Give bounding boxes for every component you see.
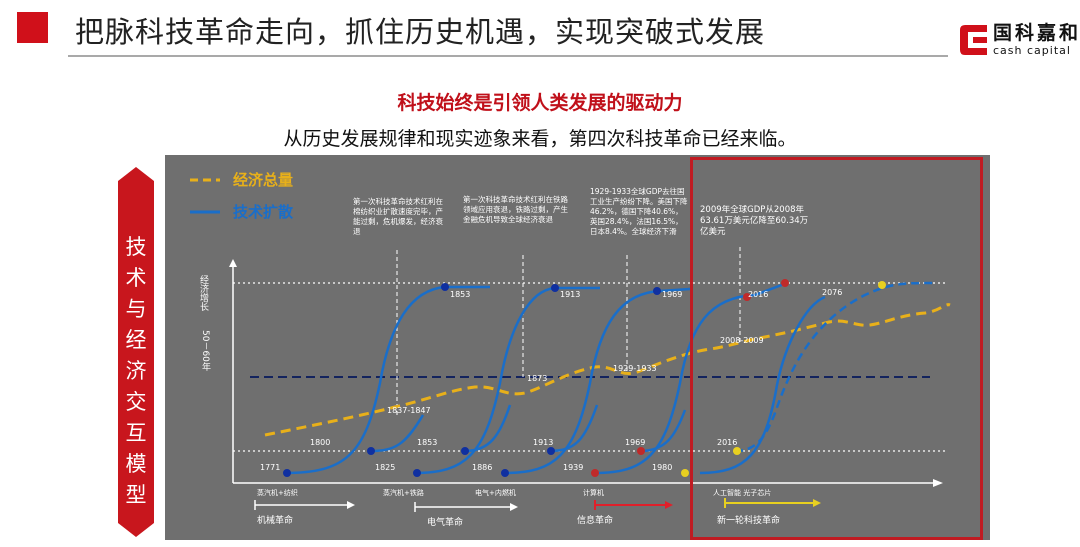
subtitle: 科技始终是引领人类发展的驱动力 [397,92,683,114]
brand-logo: 国科嘉和 cash capital [957,18,1080,62]
logo-chinese-name: 国科嘉和 [993,22,1080,44]
vertical-char: 与 [125,297,147,321]
economy-line [264,303,951,437]
revolution-label: 电气革命 [427,516,463,528]
top-year: 2016 [748,290,768,299]
tech-curve-4 [594,281,788,475]
header-accent-block [17,12,48,43]
mid-year: 1800 [310,438,330,447]
top-year: 1969 [662,290,682,299]
period-label: 1929-1933 [613,364,657,373]
bottom-year: 1886 [472,463,492,472]
vertical-char: 济 [125,359,147,383]
axis-item: 蒸汽机+纺织 [257,488,298,497]
y-axis-scale: 50－60年 [200,330,211,372]
tech-curve-1 [284,285,490,475]
annotation-depression: 1929-1933全球GDP去往国工业生产纷纷下降。美国下降46.2%，德国下降… [590,187,688,236]
revolution-label: 机械革命 [257,514,293,526]
axis-item: 蒸汽机+铁路 [383,488,424,497]
bottom-year: 1980 [652,463,672,472]
vertical-title: 技 术 与 经 济 交 互 模 型 [116,232,156,511]
axis-item: 人工智能 光子芯片 [713,488,771,497]
period-label: 1873 [527,374,547,383]
highlight-new-revolution-box [690,157,983,540]
tech-curve-3 [504,287,691,475]
vertical-char: 模 [125,452,147,476]
period-label: 1837-1847 [387,406,431,415]
logo-mark-icon [960,25,987,55]
bottom-year: 1825 [375,463,395,472]
vertical-char: 交 [125,390,147,414]
tech-curve-5 [699,295,826,475]
annotation-crisis-2009: 2009年全球GDP从2008年63.61万美元亿降至60.34万亿美元 [700,205,808,237]
mid-year: 2016 [717,438,737,447]
vertical-char: 型 [125,483,147,507]
top-year: 2076 [822,288,842,297]
tech-curve-future [734,281,934,453]
bottom-year: 1771 [260,463,280,472]
legend-economy-label: 经济总量 [233,171,293,189]
revolution-label: 新一轮科技革命 [717,514,780,526]
vertical-char: 技 [125,235,147,259]
vertical-banner [118,167,154,537]
period-label: 2008-2009 [720,336,764,345]
vertical-char: 术 [125,266,147,290]
tech-economy-diagram: 经济总量 技术扩散 经济增长 50－60年 第一次科技革命技术红利在棉纺织业扩散… [165,155,990,540]
top-year: 1913 [560,290,580,299]
mid-year: 1853 [417,438,437,447]
vertical-char: 互 [125,421,147,445]
page-title: 把脉科技革命走向，抓住历史机遇，实现突破式发展 [75,15,766,49]
axis-item: 电气+内燃机 [475,488,516,497]
top-year: 1853 [450,290,470,299]
axis-item: 计算机 [583,488,604,497]
vertical-char: 经 [125,328,147,352]
mid-year: 1969 [625,438,645,447]
intro-text: 从历史发展规律和现实迹象来看，第四次科技革命已经来临。 [283,128,797,150]
y-axis-label: 经济增长 [198,274,209,312]
legend-tech-label: 技术扩散 [233,203,294,221]
tech-curve-2 [414,286,600,475]
logo-english-name: cash capital [993,44,1071,57]
bottom-year: 1939 [563,463,583,472]
annotation-second-rev: 第一次科技革命技术红利在铁路领域应用衰退，铁路过剩，产生金融危机导致全球经济衰退 [463,195,568,224]
revolution-label: 信息革命 [577,514,613,526]
header-divider [68,55,948,57]
annotation-first-rev: 第一次科技革命技术红利在棉纺织业扩散速度完毕，产能过剩，危机爆发，经济衰退 [353,197,443,236]
mid-year: 1913 [533,438,553,447]
